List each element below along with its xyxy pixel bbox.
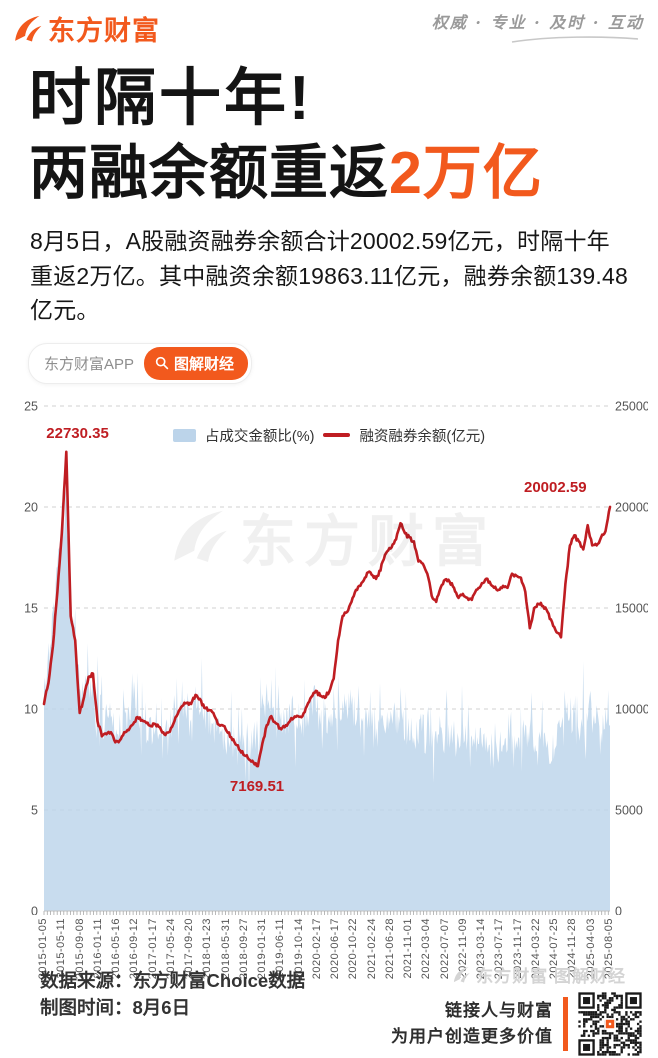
chart-canvas: 25 25000 20 20000 15 15000 10 10000 5 5000 0 0 xyxy=(24,399,648,915)
qr-code xyxy=(576,990,644,1058)
brand-swoosh-icon xyxy=(15,15,42,41)
svg-text:5000: 5000 xyxy=(615,803,643,817)
footer-brand-block: 东方财富 图解财经 链接人与财富 为用户创造更多价值 xyxy=(391,962,644,1058)
badge-row: 东方财富APP 图解财经 xyxy=(28,342,658,384)
app-badge-label: 东方财富APP xyxy=(44,355,135,373)
footer-brand-watermark: 东方财富 图解财经 xyxy=(452,962,626,987)
brand-logo-text: 东方财富 xyxy=(48,16,160,46)
app-badge[interactable]: 东方财富APP 图解财经 xyxy=(28,342,253,384)
svg-text:5: 5 xyxy=(31,803,38,817)
svg-text:0: 0 xyxy=(615,904,622,915)
slogan-line2: 为用户创造更多价值 xyxy=(391,1027,553,1046)
svg-text:20: 20 xyxy=(24,500,38,514)
graphic-finance-label: 图解财经 xyxy=(174,355,235,373)
axis-tick-labels: 25 25000 20 20000 15 15000 10 10000 5 5000 0 0 xyxy=(24,399,648,915)
svg-text:15000: 15000 xyxy=(615,601,648,615)
footer-meta: 数据来源：东方财富Choice数据 制图时间：8月6日 xyxy=(40,962,305,1058)
footer-brand-text: 东方财富 图解财经 xyxy=(476,967,626,986)
intro-paragraph: 8月5日，A股融资融券余额合计20002.59亿元，时隔十年重返2万亿。其中融资… xyxy=(30,228,628,324)
footer-swoosh-icon xyxy=(454,966,470,982)
data-source: 数据来源：东方财富Choice数据 xyxy=(40,970,306,991)
headline: 时隔十年! 两融余额重返2万亿 xyxy=(29,64,658,206)
svg-text:25: 25 xyxy=(24,399,38,413)
brand-logo: 东方财富 xyxy=(12,9,160,48)
svg-text:10000: 10000 xyxy=(615,702,648,716)
headline-line2: 两融余额重返2万亿 xyxy=(29,141,658,206)
headline-highlight: 2万亿 xyxy=(389,140,543,207)
footer: 数据来源：东方财富Choice数据 制图时间：8月6日 东方财富 图解财经 链接… xyxy=(0,962,658,1058)
graphic-finance-search-button[interactable]: 图解财经 xyxy=(144,346,249,380)
svg-text:25000: 25000 xyxy=(615,399,648,413)
svg-text:20000: 20000 xyxy=(615,500,648,514)
divider-bar xyxy=(563,997,568,1051)
headline-line1: 时隔十年! xyxy=(29,64,313,133)
footer-slogans: 链接人与财富 为用户创造更多价值 xyxy=(391,998,553,1051)
svg-text:10: 10 xyxy=(24,702,38,716)
footer-slogan-row: 链接人与财富 为用户创造更多价值 xyxy=(391,990,644,1058)
chart-date: 制图时间：8月6日 xyxy=(40,996,191,1018)
headline-line2-black: 两融余额重返 xyxy=(29,140,390,207)
search-icon xyxy=(155,357,169,370)
brand-tagline-text: 权威 · 专业 · 及时 · 互动 xyxy=(431,13,644,32)
margin-balance-chart: 25 25000 20 20000 15 15000 10 10000 5 5000 0 0 东方财富… xyxy=(10,394,648,995)
svg-text:0: 0 xyxy=(31,904,38,915)
header: 东方财富 权威 · 专业 · 及时 · 互动 xyxy=(0,0,658,48)
margin-balance-line xyxy=(42,450,612,768)
svg-text:15: 15 xyxy=(24,601,38,615)
brand-tagline: 权威 · 专业 · 及时 · 互动 xyxy=(432,9,644,44)
x-axis xyxy=(43,910,610,915)
tagline-underline xyxy=(511,36,639,43)
slogan-line1: 链接人与财富 xyxy=(445,1000,553,1020)
turnover-ratio-area xyxy=(44,487,610,911)
